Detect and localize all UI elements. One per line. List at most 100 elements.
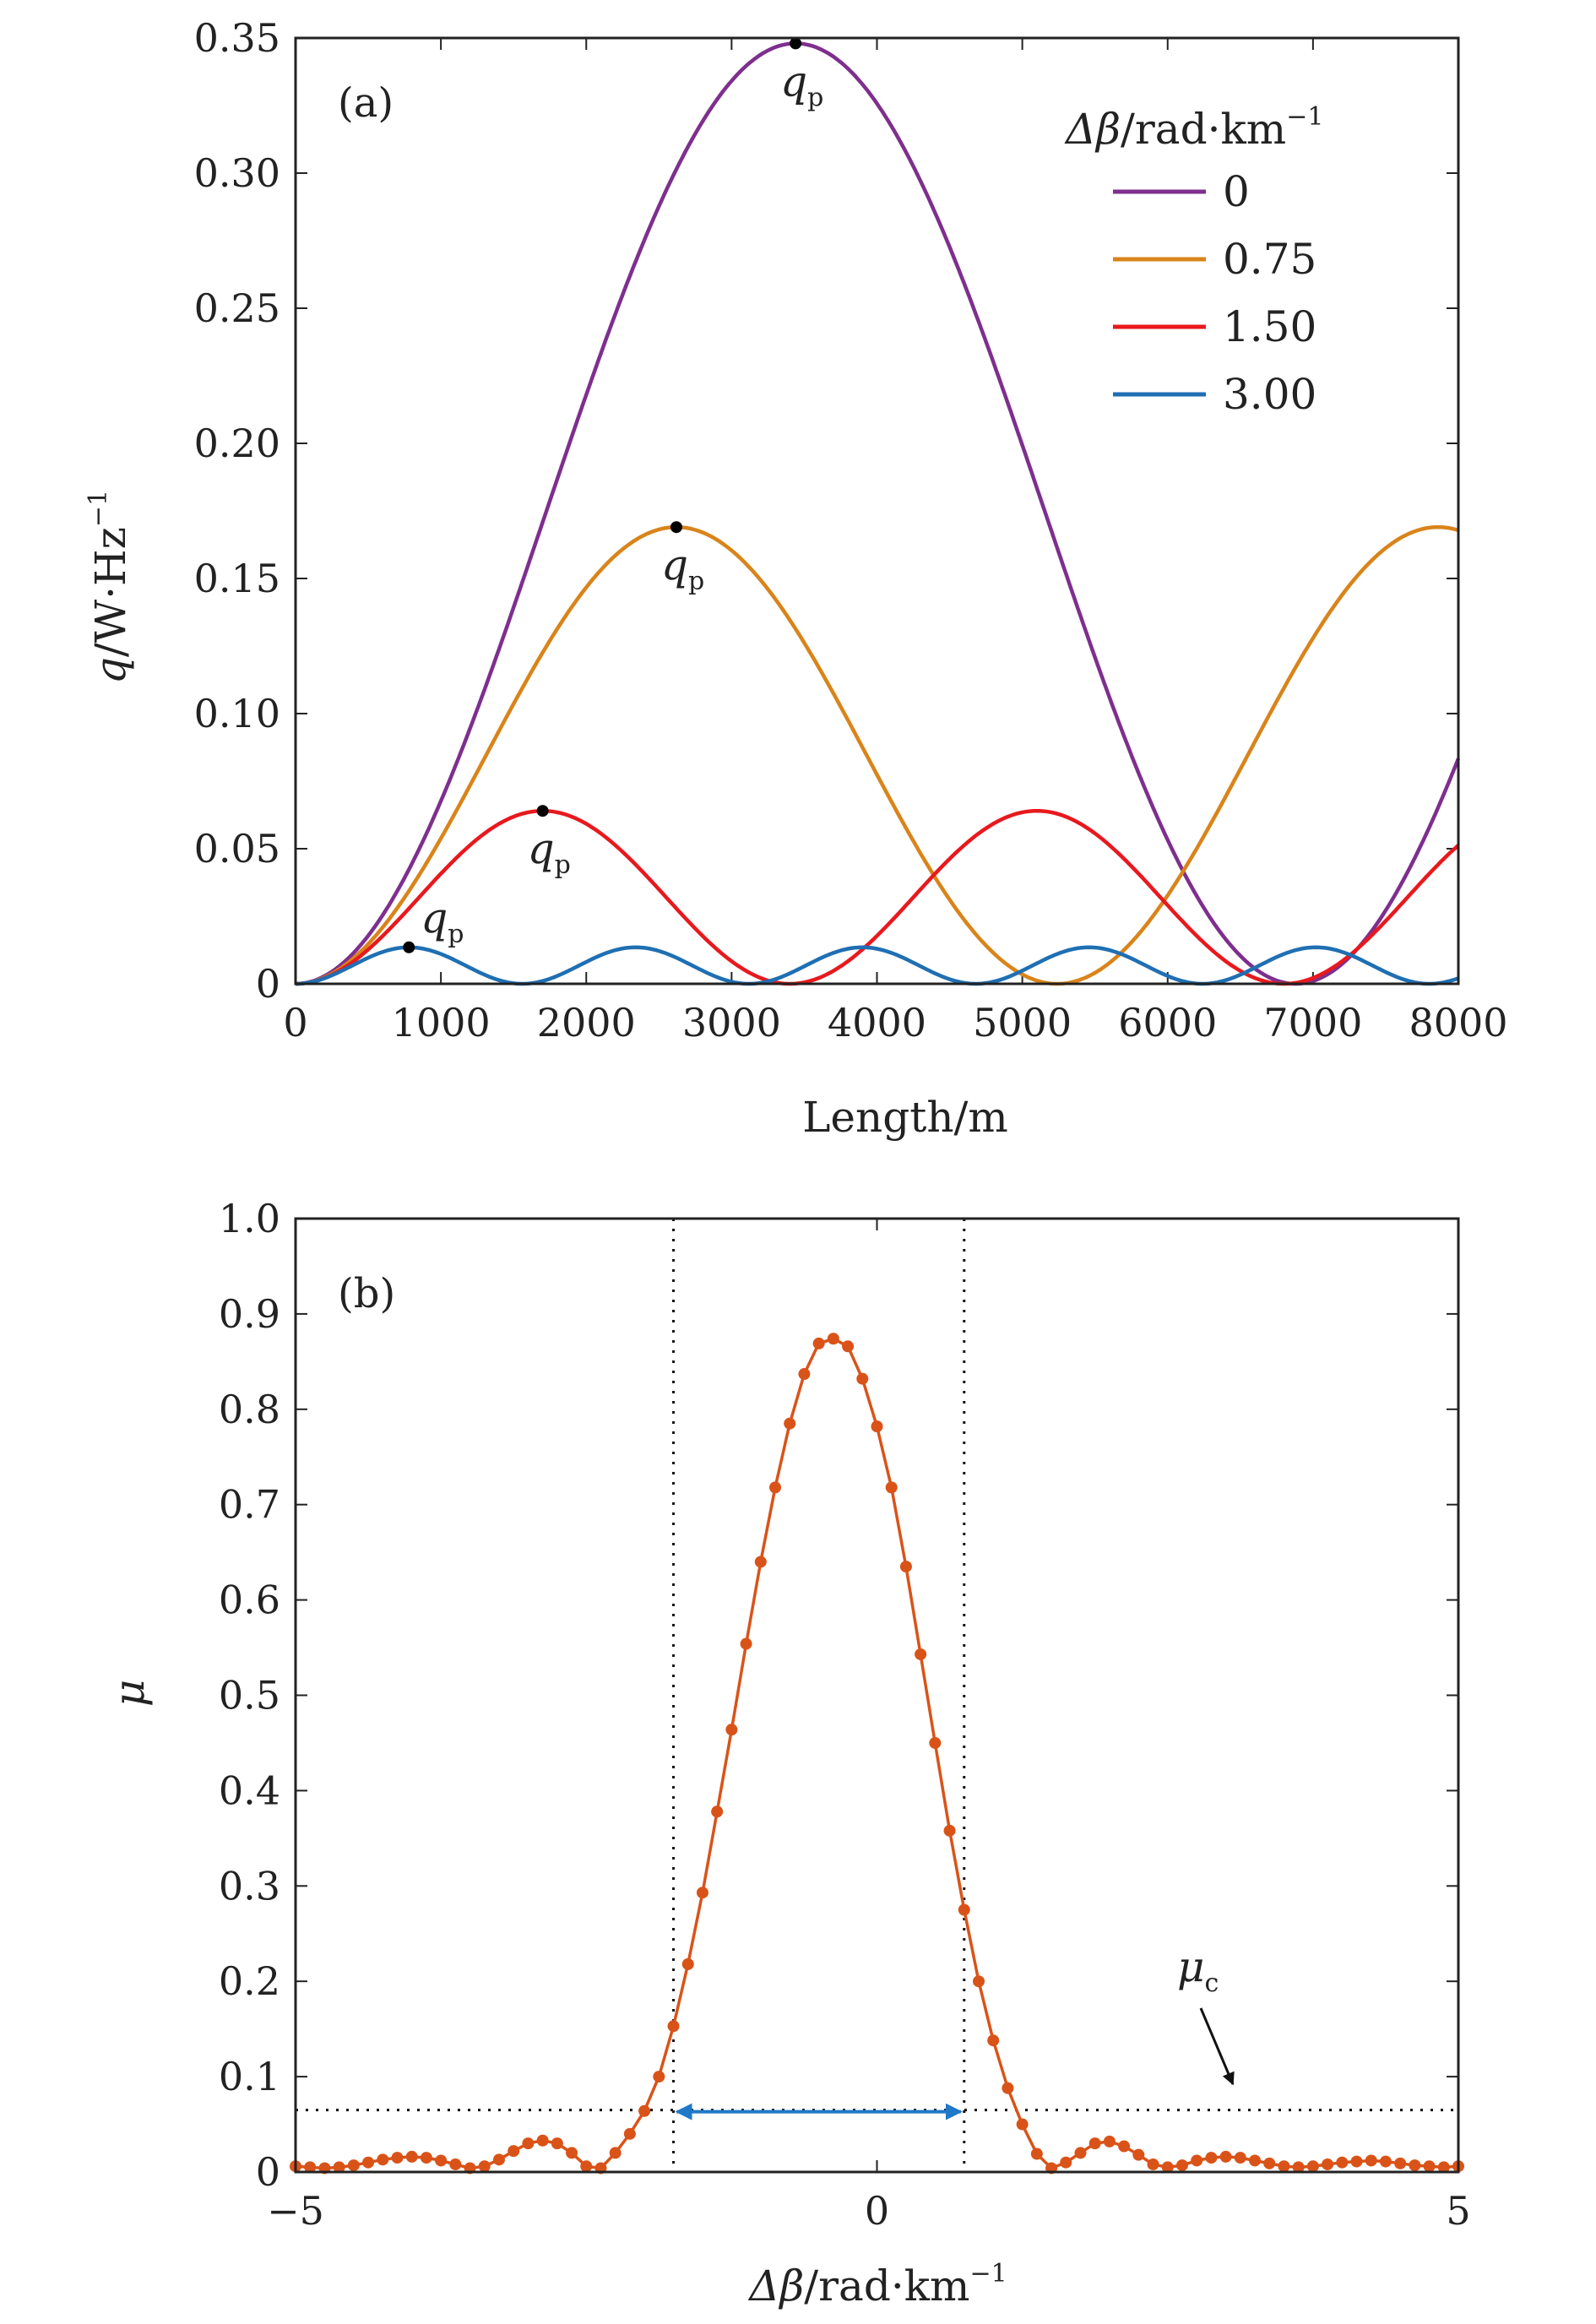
chart-b-ytick-label: 0.3	[219, 1863, 280, 1909]
chart-b-data-point	[929, 1736, 942, 1749]
chart-b-panel-label: (b)	[338, 1270, 395, 1317]
chart-b-data-point	[1249, 2154, 1262, 2167]
chart-a-legend-label-2: 1.50	[1223, 302, 1316, 351]
chart-b-xtick-label: 5	[1446, 2188, 1470, 2234]
chart-b-data-point	[1030, 2148, 1043, 2160]
chart-b-data-point	[435, 2154, 448, 2167]
chart-b-data-point	[405, 2150, 418, 2163]
chart-b-data-point	[1322, 2158, 1334, 2170]
chart-a-series-line-0	[295, 41, 1461, 986]
chart-a-xtick-label: 0	[283, 1000, 307, 1045]
chart-b-data-point	[551, 2137, 563, 2150]
chart-a-peak-marker-1	[670, 521, 682, 534]
chart-b-data-point	[885, 1481, 898, 1494]
chart-b-data-point	[899, 1561, 912, 1573]
chart-b-data-point	[1060, 2156, 1072, 2169]
chart-b-series-group	[290, 1333, 1464, 2175]
chart-b-data-point	[1088, 2137, 1101, 2150]
chart-a-peak-markers: qp qp qp qp	[403, 37, 823, 953]
chart-b-data-point	[871, 1420, 883, 1433]
chart-b-data-point	[1423, 2160, 1436, 2173]
chart-b-data-point	[1074, 2147, 1087, 2159]
chart-a: 0 1000 2000 3000 4000 5000 6000 7000 8000 0 0.05 0.…	[84, 15, 1508, 1142]
chart-b-data-point	[492, 2153, 505, 2166]
chart-a-peak-label-3: qp	[421, 893, 464, 949]
chart-b-ytick-label: 1.0	[219, 1196, 280, 1241]
chart-b-data-point	[769, 1481, 782, 1494]
chart-b-data-point	[1118, 2140, 1131, 2153]
chart-b-data-point	[798, 1368, 811, 1381]
chart-a-ytick-label: 0.05	[194, 826, 280, 872]
chart-b-data-point	[536, 2134, 549, 2147]
chart-b-data-point	[812, 1337, 825, 1349]
chart-a-legend-title: Δβ/rad·km−1	[1064, 102, 1323, 154]
chart-b-ylabel: μ	[105, 1680, 154, 1708]
chart-b-data-point	[420, 2152, 432, 2164]
chart-b-ytick-label: 0.2	[219, 1958, 280, 2004]
chart-b-ytick-label: 0.9	[219, 1291, 280, 1337]
chart-a-xtick-label: 1000	[392, 1000, 491, 1045]
chart-b-data-point	[667, 2020, 680, 2033]
chart-b-ytick-label: 0.8	[219, 1387, 280, 1432]
chart-b-data-point	[958, 1903, 970, 1916]
chart-b-ytick-label: 0.5	[219, 1673, 280, 1719]
chart-a-ytick-label: 0.25	[194, 285, 280, 331]
chart-b-xtick-label: −5	[267, 2188, 324, 2234]
chart-b-data-point	[362, 2156, 375, 2169]
chart-b-threshold-arrow	[1199, 2007, 1235, 2086]
chart-a-frame	[294, 36, 1460, 986]
chart-b-data-point	[449, 2158, 462, 2170]
chart-b-data-point	[740, 1637, 752, 1650]
chart-a-legend-label-1: 0.75	[1223, 235, 1316, 284]
chart-b-data-point	[1219, 2150, 1232, 2163]
chart-b-data-point	[623, 2127, 636, 2140]
chart-b: −5 0 500.10.20.30.40.50.60.70.80.91.0 (b) …	[105, 1196, 1471, 2310]
chart-a-xtick-label: 6000	[1118, 1000, 1217, 1045]
chart-b-data-point	[1350, 2155, 1363, 2168]
chart-b-ytick-label: 0	[256, 2149, 280, 2195]
chart-a-peak-label-0: qp	[780, 57, 823, 112]
chart-b-data-point	[943, 1824, 956, 1837]
chart-b-xlabel: Δβ/rad·km−1	[747, 2259, 1007, 2310]
chart-a-xtick-label: 8000	[1409, 1000, 1507, 1045]
chart-b-threshold-label: μc	[1177, 1942, 1219, 1998]
chart-a-peak-label-1: qp	[661, 540, 704, 596]
chart-b-data-point	[1002, 2082, 1014, 2094]
chart-b-data-point	[653, 2071, 665, 2083]
chart-b-data-point	[987, 2034, 1000, 2047]
chart-a-xlabel: Length/m	[802, 1093, 1008, 1142]
chart-b-guides	[296, 1219, 1458, 2172]
chart-a-ylabel: q/W·Hz−1	[84, 490, 135, 684]
chart-a-ytick-label: 0.10	[194, 691, 280, 736]
chart-b-data-point	[508, 2145, 520, 2158]
chart-b-data-point	[638, 2104, 651, 2117]
chart-b-data-point	[1263, 2157, 1276, 2169]
chart-b-ytick-label: 0.6	[219, 1577, 280, 1623]
chart-a-panel-label: (a)	[338, 79, 394, 127]
chart-b-data-point	[1234, 2152, 1246, 2164]
chart-a-ytick-label: 0.15	[194, 556, 280, 601]
chart-b-data-point	[1205, 2152, 1218, 2164]
chart-b-ytick-label: 0.1	[219, 2054, 280, 2099]
chart-a-peak-marker-3	[403, 941, 415, 953]
chart-a-series-line-3	[295, 945, 1459, 986]
chart-b-xtick-label: 0	[865, 2188, 889, 2234]
chart-b-ytick-label: 0.7	[219, 1482, 280, 1528]
chart-a-peak-label-2: qp	[528, 824, 571, 880]
chart-b-data-point	[696, 1887, 708, 1899]
chart-a-peak-marker-2	[536, 805, 549, 817]
chart-b-data-point	[478, 2160, 491, 2173]
chart-b-frame	[294, 1217, 1460, 2174]
chart-b-data-point	[522, 2137, 535, 2150]
chart-a-ytick-label: 0	[256, 961, 280, 1007]
chart-a-xtick-label: 2000	[537, 1000, 636, 1045]
chart-b-data-point	[915, 1648, 927, 1660]
chart-a-ytick-label: 0.20	[194, 421, 280, 466]
chart-b-data-point	[1365, 2154, 1377, 2167]
chart-b-data-point	[391, 2152, 404, 2164]
chart-b-data-point	[347, 2159, 360, 2172]
chart-a-series-line-1	[295, 524, 1459, 986]
chart-b-data-point	[972, 1975, 985, 1988]
chart-b-data-point	[1016, 2118, 1029, 2131]
